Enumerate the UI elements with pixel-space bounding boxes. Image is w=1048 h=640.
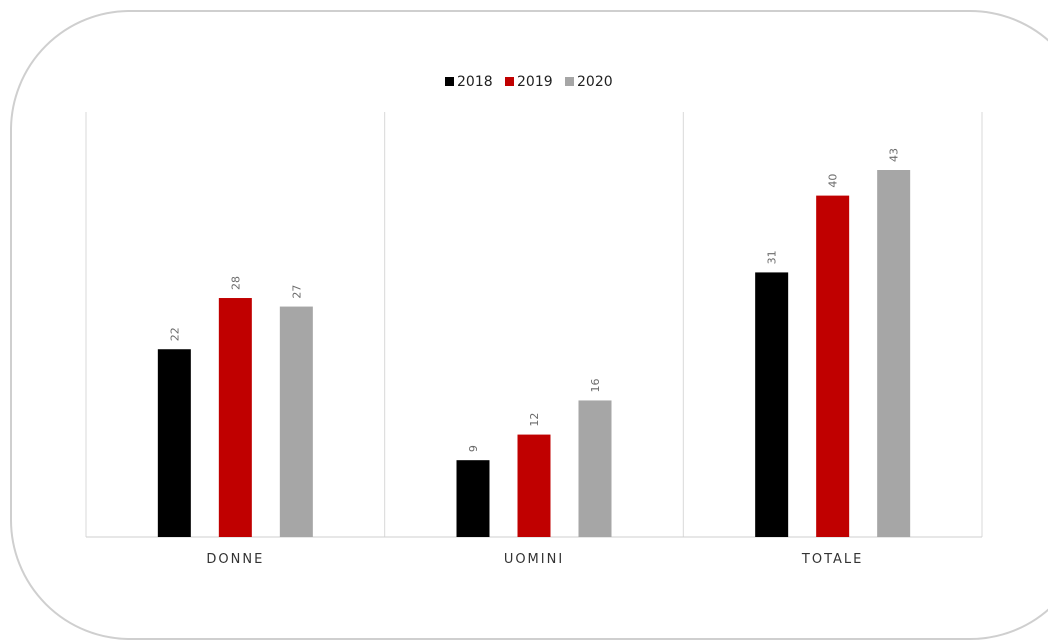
- value-label: 28: [229, 276, 242, 290]
- bar-totale-2018: [755, 272, 789, 537]
- value-labels-group: 22 28 27 9 12 16 31 40 43: [168, 148, 900, 452]
- bar-chart: 22 28 27 9 12 16 31 40 43 DONNE UOMINI TOTALE 2018…: [85, 74, 983, 567]
- value-label: 43: [888, 148, 901, 162]
- value-label: 22: [168, 327, 181, 341]
- value-label: 16: [589, 378, 602, 392]
- category-label-donne: DONNE: [206, 552, 264, 567]
- legend-label-2020: 2020: [577, 74, 613, 90]
- legend-swatch-2018: [445, 77, 454, 86]
- bar-uomini-2020: [578, 400, 612, 537]
- bar-donne-2019: [218, 298, 252, 537]
- value-label: 12: [528, 413, 541, 427]
- value-label: 9: [467, 445, 480, 452]
- legend-swatch-2019: [505, 77, 514, 86]
- bar-donne-2020: [279, 306, 313, 537]
- legend-label-2018: 2018: [457, 74, 493, 90]
- bar-donne-2018: [157, 349, 191, 537]
- category-labels-group: DONNE UOMINI TOTALE: [206, 552, 863, 567]
- legend-swatch-2020: [565, 77, 574, 86]
- category-label-uomini: UOMINI: [504, 552, 564, 567]
- bar-uomini-2019: [517, 434, 551, 537]
- category-label-totale: TOTALE: [801, 552, 863, 567]
- bar-uomini-2018: [456, 460, 490, 537]
- bar-totale-2020: [877, 170, 911, 537]
- value-label: 31: [766, 250, 779, 264]
- legend: 2018 2019 2020: [445, 74, 613, 90]
- value-label: 27: [290, 285, 303, 299]
- category-separators: [85, 112, 983, 537]
- bar-totale-2019: [816, 195, 850, 537]
- value-label: 40: [827, 174, 840, 188]
- legend-label-2019: 2019: [517, 74, 553, 90]
- bars-group: [157, 170, 911, 537]
